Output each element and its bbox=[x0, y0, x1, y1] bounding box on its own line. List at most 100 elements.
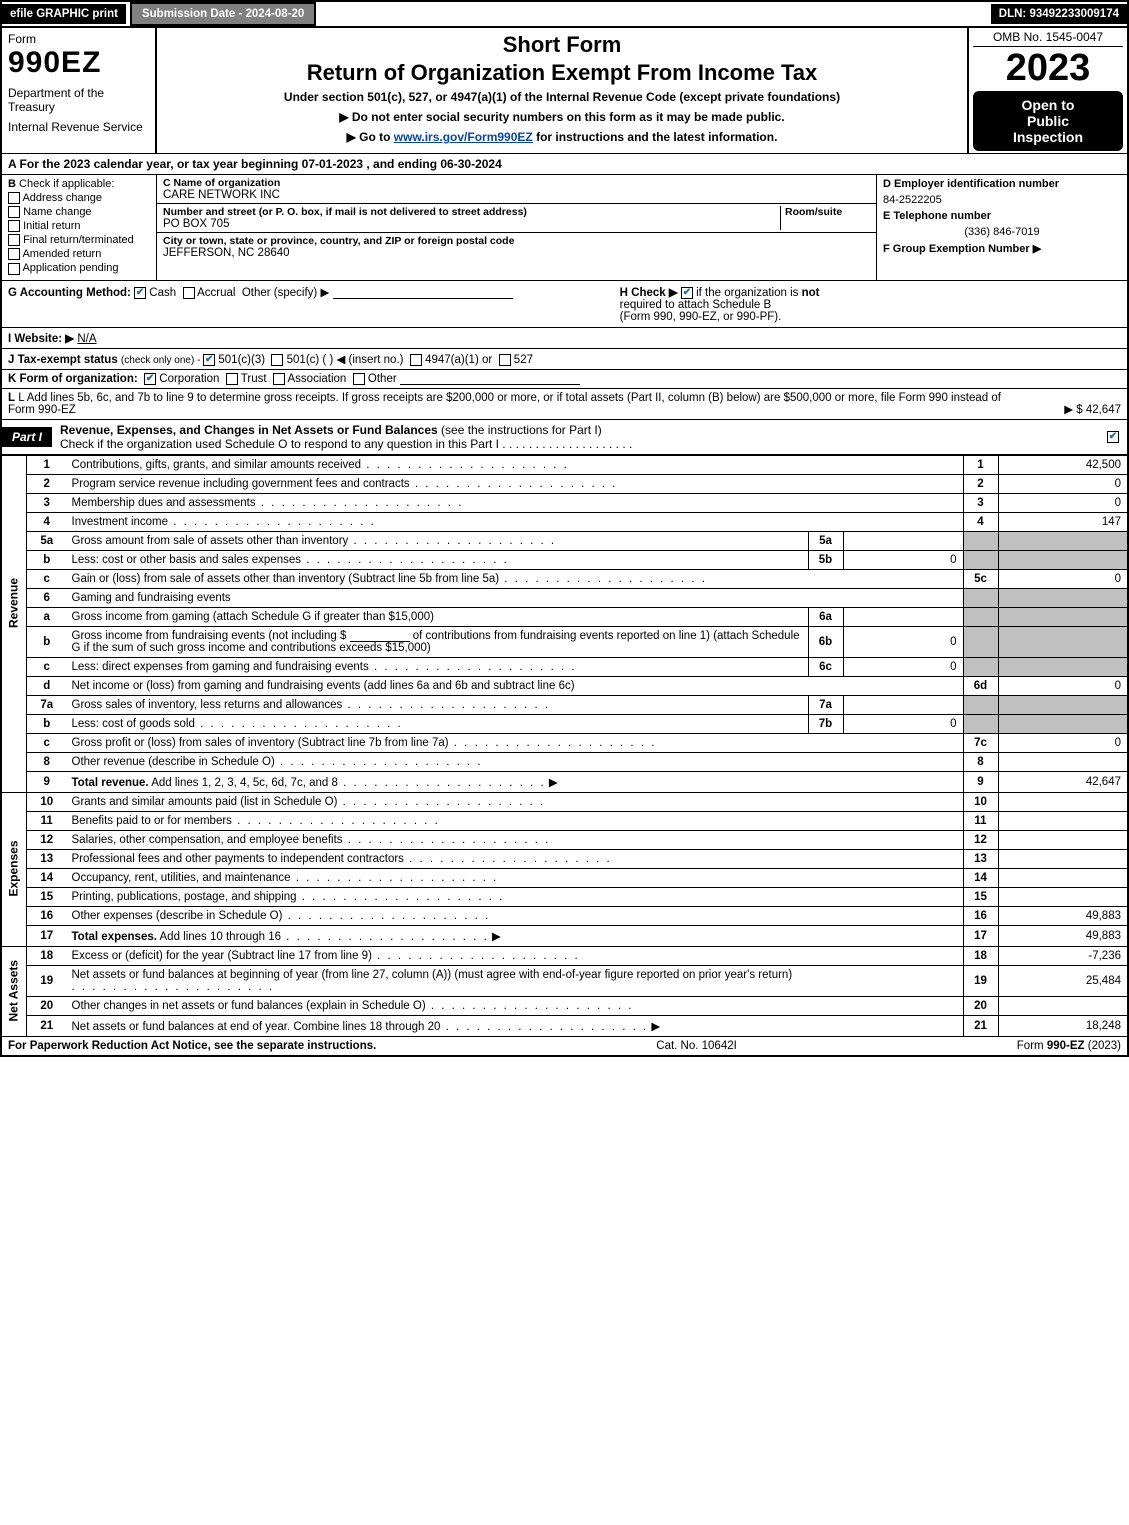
line-14-num: 14 bbox=[27, 868, 67, 887]
checkbox-assoc[interactable] bbox=[273, 373, 285, 385]
line-19-amt: 25,484 bbox=[998, 965, 1128, 996]
header-left: Form 990EZ Department of the Treasury In… bbox=[2, 28, 157, 153]
checkbox-h[interactable]: ✔ bbox=[681, 287, 693, 299]
line-14-nc: 14 bbox=[963, 868, 998, 887]
c-city-label: City or town, state or province, country… bbox=[163, 235, 870, 247]
line-7a-inval bbox=[843, 695, 963, 714]
line-5c-nc: 5c bbox=[963, 569, 998, 588]
part-1-title: Revenue, Expenses, and Changes in Net As… bbox=[60, 423, 438, 437]
line-11-nc: 11 bbox=[963, 811, 998, 830]
line-11-num: 11 bbox=[27, 811, 67, 830]
line-6c-desc: Less: direct expenses from gaming and fu… bbox=[72, 661, 369, 673]
line-7b-inval: 0 bbox=[843, 714, 963, 733]
line-8-desc: Other revenue (describe in Schedule O) bbox=[72, 756, 275, 768]
checkbox-name-change[interactable] bbox=[8, 206, 20, 218]
line-6b-blank[interactable] bbox=[350, 630, 410, 642]
col-b-checkboxes: B Check if applicable: Address change Na… bbox=[2, 175, 157, 280]
line-15-num: 15 bbox=[27, 887, 67, 906]
checkbox-cash[interactable]: ✔ bbox=[134, 287, 146, 299]
title-return-exempt: Return of Organization Exempt From Incom… bbox=[163, 60, 961, 86]
checkbox-final-return[interactable] bbox=[8, 234, 20, 246]
instr-goto-post: for instructions and the latest informat… bbox=[536, 130, 777, 144]
line-13-amt bbox=[998, 849, 1128, 868]
expenses-table: Expenses 10 Grants and similar amounts p… bbox=[0, 792, 1129, 946]
line-14-desc: Occupancy, rent, utilities, and maintena… bbox=[72, 872, 291, 884]
h-label-1: H Check ▶ bbox=[620, 287, 678, 299]
b-check-if: Check if applicable: bbox=[19, 178, 114, 190]
form-word: Form bbox=[8, 32, 149, 46]
footer-left: For Paperwork Reduction Act Notice, see … bbox=[8, 1040, 376, 1052]
section-gh: G Accounting Method: ✔ Cash Accrual Othe… bbox=[0, 280, 1129, 327]
section-bcd: B Check if applicable: Address change Na… bbox=[0, 174, 1129, 280]
line-19-desc: Net assets or fund balances at beginning… bbox=[72, 969, 793, 981]
line-2-num: 2 bbox=[27, 474, 67, 493]
line-16-nc: 16 bbox=[963, 906, 998, 925]
checkbox-501c[interactable] bbox=[271, 354, 283, 366]
line-5b-inval: 0 bbox=[843, 550, 963, 569]
checkbox-amended-return[interactable] bbox=[8, 248, 20, 260]
checkbox-trust[interactable] bbox=[226, 373, 238, 385]
checkbox-other-org[interactable] bbox=[353, 373, 365, 385]
line-6b-inval: 0 bbox=[843, 626, 963, 657]
h-label-4: (Form 990, 990-EZ, or 990-PF). bbox=[620, 311, 1121, 323]
line-8-nc: 8 bbox=[963, 752, 998, 771]
j-sub: (check only one) - bbox=[121, 355, 203, 366]
line-5a-inlab: 5a bbox=[808, 531, 843, 550]
subtitle-section: Under section 501(c), 527, or 4947(a)(1)… bbox=[163, 90, 961, 104]
checkbox-4947[interactable] bbox=[410, 354, 422, 366]
k-label: K Form of organization: bbox=[8, 373, 138, 385]
checkbox-application-pending[interactable] bbox=[8, 263, 20, 275]
line-6d-num: d bbox=[27, 676, 67, 695]
h-label-3: required to attach Schedule B bbox=[620, 299, 1121, 311]
checkbox-schedule-o[interactable]: ✔ bbox=[1107, 431, 1119, 443]
j-501c3: 501(c)(3) bbox=[218, 354, 265, 366]
line-9-desc: Add lines 1, 2, 3, 4, 5c, 6d, 7c, and 8 bbox=[151, 777, 338, 789]
line-6b-num: b bbox=[27, 626, 67, 657]
line-6b-desc1: Gross income from fundraising events (no… bbox=[72, 630, 347, 642]
g-cash: Cash bbox=[149, 287, 176, 299]
dln-label: DLN: 93492233009174 bbox=[991, 4, 1127, 24]
instr-goto-pre: ▶ Go to bbox=[347, 130, 394, 144]
k-other-blank[interactable] bbox=[400, 373, 580, 385]
cb-application-pending: Application pending bbox=[22, 262, 118, 274]
col-c-org-info: C Name of organization CARE NETWORK INC … bbox=[157, 175, 877, 280]
cb-name-change: Name change bbox=[23, 206, 92, 218]
line-20-num: 20 bbox=[27, 996, 67, 1015]
irs-label: Internal Revenue Service bbox=[8, 120, 149, 134]
line-6d-desc: Net income or (loss) from gaming and fun… bbox=[72, 680, 575, 692]
checkbox-501c3[interactable]: ✔ bbox=[203, 354, 215, 366]
k-assoc: Association bbox=[288, 373, 347, 385]
line-4-amt: 147 bbox=[998, 512, 1128, 531]
row-k-form-org: K Form of organization: ✔ Corporation Tr… bbox=[0, 369, 1129, 388]
line-5a-desc: Gross amount from sale of assets other t… bbox=[72, 535, 349, 547]
f-group-label: F Group Exemption Number ▶ bbox=[883, 242, 1121, 255]
line-6-desc: Gaming and fundraising events bbox=[72, 592, 231, 604]
line-14-amt bbox=[998, 868, 1128, 887]
irs-link[interactable]: www.irs.gov/Form990EZ bbox=[394, 130, 533, 144]
k-corp: Corporation bbox=[159, 373, 219, 385]
page-footer: For Paperwork Reduction Act Notice, see … bbox=[0, 1036, 1129, 1057]
checkbox-accrual[interactable] bbox=[183, 287, 195, 299]
d-ein-value: 84-2522205 bbox=[883, 194, 1121, 206]
checkbox-initial-return[interactable] bbox=[8, 220, 20, 232]
checkbox-527[interactable] bbox=[499, 354, 511, 366]
footer-right-form: 990-EZ bbox=[1047, 1040, 1085, 1052]
cb-address-change: Address change bbox=[22, 192, 102, 204]
line-10-amt bbox=[998, 792, 1128, 811]
g-other-blank[interactable] bbox=[333, 287, 513, 299]
line-2-amt: 0 bbox=[998, 474, 1128, 493]
checkbox-corp[interactable]: ✔ bbox=[144, 373, 156, 385]
line-9-amt: 42,647 bbox=[998, 771, 1128, 792]
footer-right-pre: Form bbox=[1017, 1040, 1047, 1052]
efile-print-label[interactable]: efile GRAPHIC print bbox=[2, 4, 126, 24]
form-number: 990EZ bbox=[8, 46, 149, 80]
j-4947: 4947(a)(1) or bbox=[425, 354, 492, 366]
line-1-nc: 1 bbox=[963, 455, 998, 474]
line-19-num: 19 bbox=[27, 965, 67, 996]
part-1-tag: Part I bbox=[2, 427, 52, 447]
part-1-header: Part I Revenue, Expenses, and Changes in… bbox=[0, 419, 1129, 455]
line-17-amt: 49,883 bbox=[998, 925, 1128, 946]
tax-year: 2023 bbox=[973, 49, 1123, 87]
line-16-desc: Other expenses (describe in Schedule O) bbox=[72, 910, 283, 922]
checkbox-address-change[interactable] bbox=[8, 192, 20, 204]
